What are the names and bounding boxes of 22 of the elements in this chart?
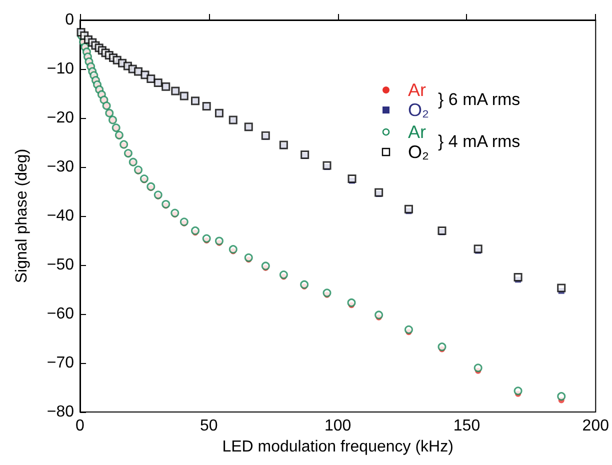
- annotation: } 4 mA rms: [438, 132, 520, 151]
- x-tick-label: 150: [453, 418, 480, 434]
- x-tick-label: 200: [582, 418, 610, 434]
- y-tick-label: −70: [46, 354, 74, 372]
- legend-label: O₂: [408, 142, 429, 162]
- x-tick-label: 100: [324, 418, 352, 434]
- legend-label: O₂: [408, 100, 429, 120]
- y-tick-label: −80: [46, 404, 74, 420]
- y-tick-label: −10: [46, 60, 74, 78]
- x-tick-label: 0: [76, 418, 85, 434]
- legend-label: Ar: [408, 80, 426, 100]
- y-tick-label: 0: [65, 12, 74, 28]
- y-tick-label: −30: [46, 158, 74, 176]
- y-tick-label: −50: [46, 256, 74, 274]
- x-tick-label: 50: [200, 418, 218, 434]
- annotation: } 6 mA rms: [438, 90, 520, 109]
- legend-label: Ar: [408, 122, 426, 142]
- y-axis-title: Signal phase (deg): [14, 148, 30, 284]
- x-axis-title: LED modulation frequency (kHz): [222, 438, 454, 456]
- y-tick-label: −40: [46, 208, 74, 224]
- y-tick-label: −60: [46, 306, 74, 322]
- y-tick-label: −20: [46, 110, 74, 126]
